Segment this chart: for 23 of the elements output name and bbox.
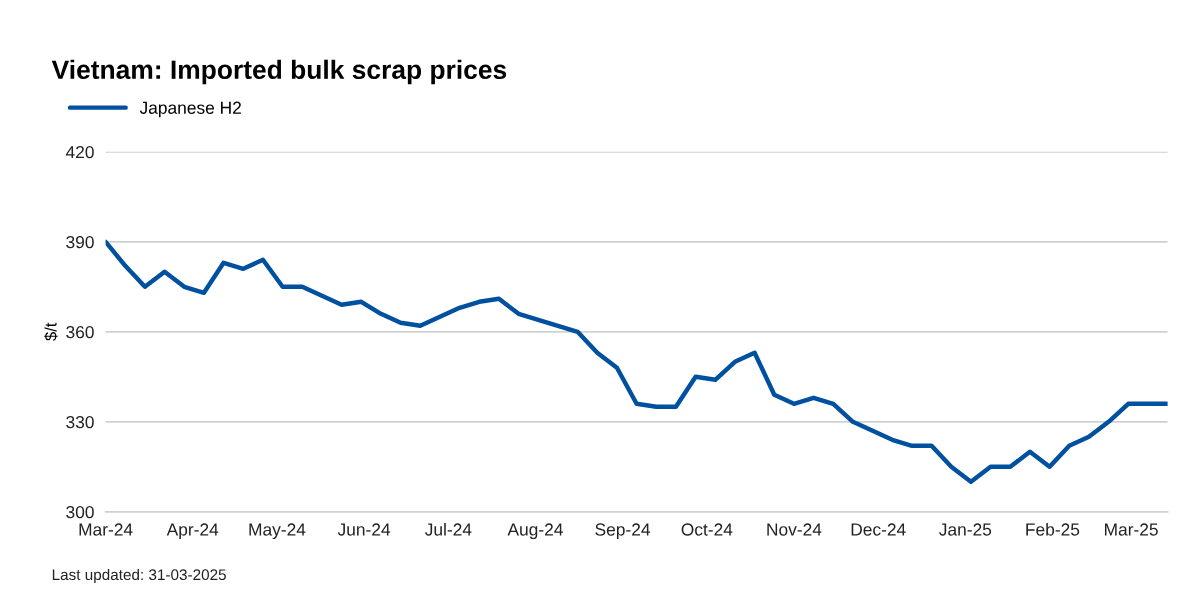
y-tick-label: 300	[66, 505, 94, 519]
x-tick-label: Jan-25	[939, 523, 992, 536]
y-tick-label: 330	[66, 415, 94, 429]
legend-label: Japanese H2	[139, 101, 241, 118]
text: Last updated: 31-03-2025	[52, 568, 226, 584]
y-tick-label: 390	[66, 235, 94, 249]
x-tick-label: Feb-25	[1026, 522, 1080, 536]
chart-title: Vietnam: Imported bulk scrap prices	[51, 59, 507, 85]
x-tick-label: Oct-24	[681, 523, 733, 536]
x-tick-label: Jul-24	[424, 522, 472, 536]
x-tick-label: Aug-24	[507, 523, 563, 540]
line-series	[105, 239, 1168, 485]
x-tick-label: Mar-25	[1105, 523, 1158, 536]
y-tick-label: 360	[66, 325, 94, 339]
x-tick-label: Jun-24	[337, 523, 391, 536]
x-tick-label: Sep-24	[595, 523, 651, 540]
x-tick-label: Dec-24	[851, 523, 906, 536]
y-tick-label: 420	[65, 145, 94, 159]
x-tick-label: Apr-24	[166, 523, 219, 540]
x-tick-label: Mar-24	[79, 523, 133, 536]
x-tick-label: May-24	[249, 523, 306, 540]
y-axis-title: $/t	[44, 322, 58, 341]
x-tick-label: Nov-24	[767, 523, 822, 536]
